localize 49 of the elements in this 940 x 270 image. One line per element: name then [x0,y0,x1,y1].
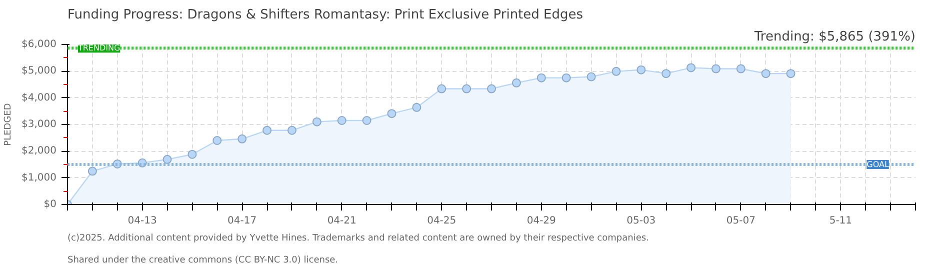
point [188,150,197,159]
x-tick-label: 04-17 [228,216,257,226]
y-tick-label: $6,000 [22,39,57,50]
x-tick-label: 04-21 [327,216,356,226]
point [412,102,422,112]
point [711,64,720,74]
point [512,78,521,88]
x-tick-label: 5-11 [829,216,852,226]
point [761,69,770,78]
y-axis-title: PLEDGED [4,103,14,146]
point [88,166,97,176]
y-tick-label: $0 [44,199,57,210]
point [636,65,646,74]
point [387,109,396,118]
ref-line-label: GOAL [866,160,890,169]
point [662,69,671,78]
y-tick-label: $4,000 [22,92,57,104]
point [686,63,696,72]
x-tick-label: 04-29 [526,216,556,226]
point [462,84,472,94]
text: Shared under the creative commons (CC BY-NC 3.0) license. [68,256,338,266]
point [736,64,746,74]
point [536,73,546,82]
point [262,126,272,135]
point [337,116,346,125]
y-tick-label: $5,000 [22,66,57,77]
ref-line-label: TRENDING [76,44,120,53]
y-tick-label: $1,000 [22,172,57,184]
x-tick-label: 05-07 [726,216,756,226]
chart-subtitle: Trending: $5,865 (391%) [753,30,916,44]
point [562,73,571,82]
point [586,72,596,82]
point [786,69,796,78]
y-tick-label: $3,000 [22,119,57,130]
point [362,116,372,125]
x-tick-label: 04-25 [427,216,456,226]
point [437,84,446,94]
x-tick-label: 04-13 [128,216,157,226]
point [212,136,222,145]
chart-title: Funding Progress: Dragons & Shifters Romantasy: Print Exclusive Printed Edges [68,8,584,22]
point [487,84,496,94]
point [238,134,247,144]
y-tick-label: $2,000 [22,146,57,157]
point [612,66,621,76]
point [287,126,296,135]
point [162,154,172,164]
point [312,117,322,126]
x-tick-label: 05-03 [626,216,656,226]
text: (c)2025. Additional content provided by Yvette Hines. Trademarks and related content are owned by their respective companies. [68,234,649,244]
